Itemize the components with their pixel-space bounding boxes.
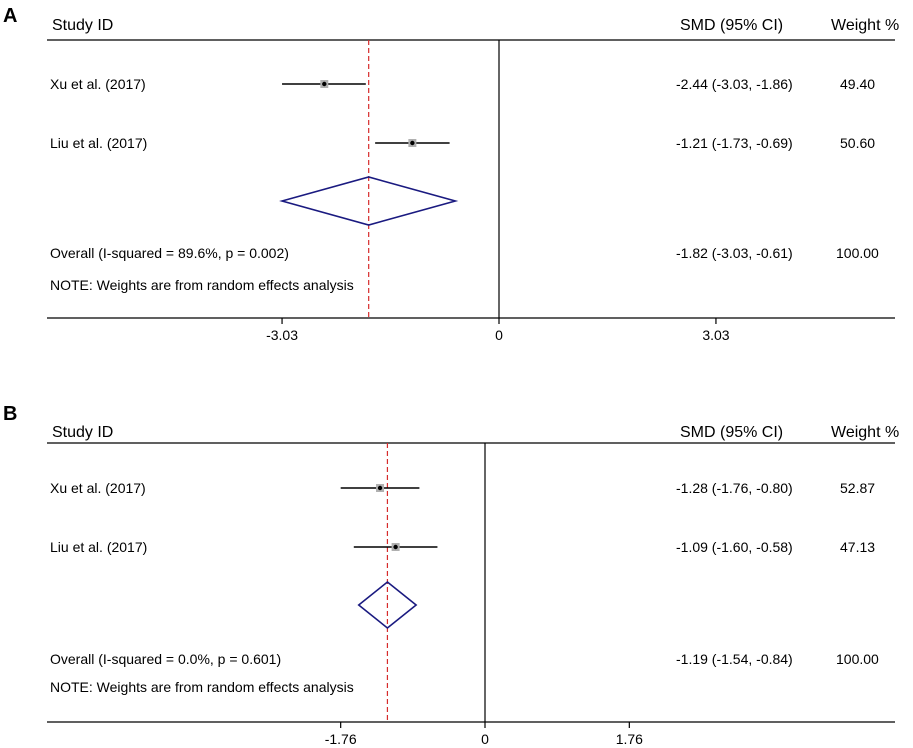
panel-label: A xyxy=(3,5,17,27)
study-weight: 50.60 xyxy=(840,135,875,151)
study-smd-ci: -1.21 (-1.73, -0.69) xyxy=(676,135,793,151)
note-text: NOTE: Weights are from random effects an… xyxy=(50,277,354,293)
header-study-id: Study ID xyxy=(52,424,113,441)
overall-label: Overall (I-squared = 0.0%, p = 0.601) xyxy=(50,651,281,667)
x-tick-label: -3.03 xyxy=(266,327,298,343)
x-tick-label: 1.76 xyxy=(616,731,643,747)
study-point-estimate xyxy=(393,544,398,550)
study-weight: 52.87 xyxy=(840,480,875,496)
header-smd-ci: SMD (95% CI) xyxy=(680,17,783,34)
study-label: Liu et al. (2017) xyxy=(50,539,147,555)
study-smd-ci: -1.28 (-1.76, -0.80) xyxy=(676,480,793,496)
study-smd-ci: -1.09 (-1.60, -0.58) xyxy=(676,539,793,555)
overall-weight: 100.00 xyxy=(836,651,879,667)
header-weight: Weight % xyxy=(831,424,899,441)
study-label: Xu et al. (2017) xyxy=(50,76,146,92)
study-smd-ci: -2.44 (-3.03, -1.86) xyxy=(676,76,793,92)
x-tick-label: 0 xyxy=(481,731,489,747)
study-weight: 49.40 xyxy=(840,76,875,92)
overall-smd-ci: -1.19 (-1.54, -0.84) xyxy=(676,651,793,667)
x-tick-label: 3.03 xyxy=(702,327,729,343)
header-study-id: Study ID xyxy=(52,17,113,34)
overall-diamond xyxy=(279,176,459,226)
overall-diamond xyxy=(357,580,418,630)
overall-smd-ci: -1.82 (-3.03, -0.61) xyxy=(676,245,793,261)
study-label: Liu et al. (2017) xyxy=(50,135,147,151)
overall-weight: 100.00 xyxy=(836,245,879,261)
header-smd-ci: SMD (95% CI) xyxy=(680,424,783,441)
study-label: Xu et al. (2017) xyxy=(50,480,146,496)
study-point-estimate xyxy=(322,81,327,87)
overall-label: Overall (I-squared = 89.6%, p = 0.002) xyxy=(50,245,289,261)
study-point-estimate xyxy=(377,485,383,491)
note-text: NOTE: Weights are from random effects an… xyxy=(50,679,354,695)
study-weight: 47.13 xyxy=(840,539,875,555)
x-tick-label: -1.76 xyxy=(325,731,357,747)
study-point-estimate xyxy=(410,140,415,146)
header-weight: Weight % xyxy=(831,17,899,34)
x-tick-label: 0 xyxy=(495,327,503,343)
panel-label: B xyxy=(3,403,17,425)
